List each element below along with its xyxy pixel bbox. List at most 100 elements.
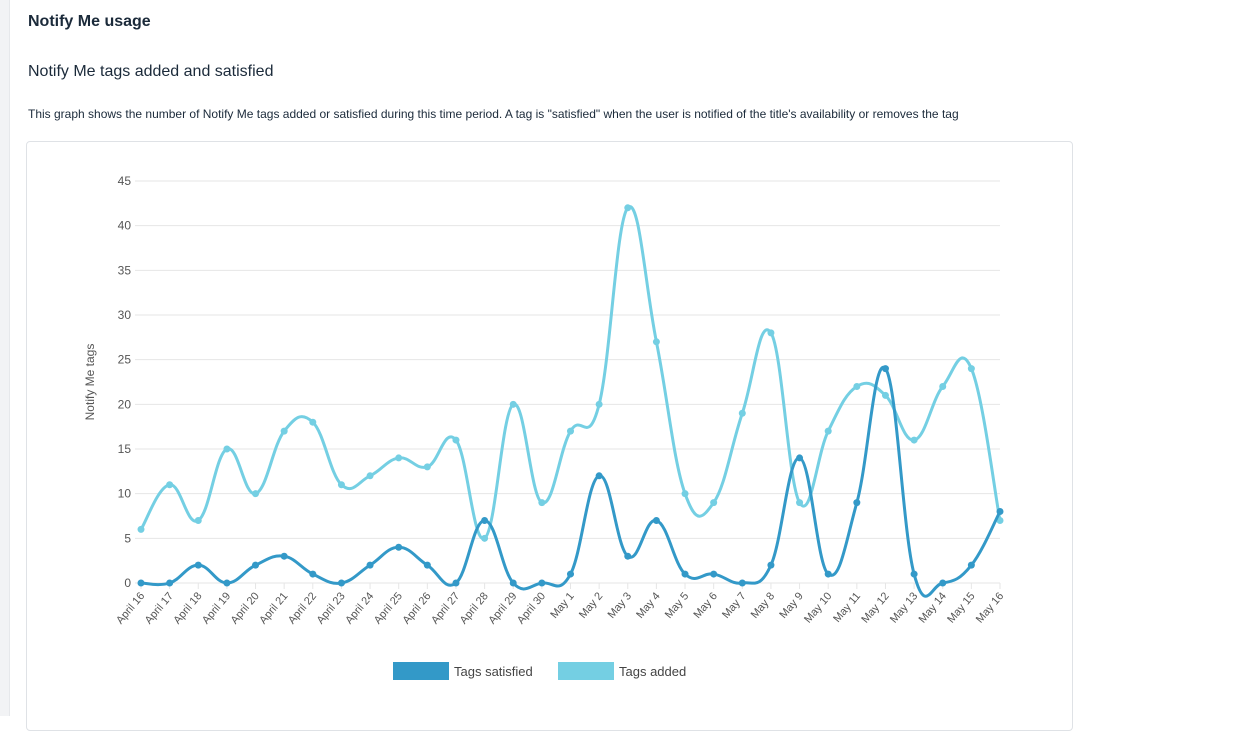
data-point bbox=[796, 499, 804, 507]
x-tick-label: May 4 bbox=[634, 590, 662, 621]
left-rule bbox=[0, 0, 10, 716]
series-line-tags-added bbox=[139, 205, 1002, 540]
x-tick-label: April 25 bbox=[372, 590, 405, 626]
series-line-tags-satisfied bbox=[140, 365, 1002, 598]
x-tick-label: May 8 bbox=[749, 590, 777, 621]
data-point bbox=[910, 570, 918, 578]
data-point bbox=[681, 570, 689, 578]
data-point bbox=[509, 579, 517, 587]
data-point bbox=[280, 427, 288, 435]
data-point bbox=[910, 436, 918, 444]
data-point bbox=[767, 329, 775, 337]
data-point bbox=[452, 579, 460, 587]
data-point bbox=[166, 481, 174, 489]
data-point bbox=[509, 400, 517, 408]
chart-description: This graph shows the number of Notify Me… bbox=[28, 107, 959, 121]
x-tick-label: April 17 bbox=[143, 590, 176, 626]
data-point bbox=[881, 391, 889, 399]
x-tick-label: April 20 bbox=[229, 590, 262, 626]
data-point bbox=[366, 561, 374, 569]
x-tick-label: May 9 bbox=[777, 590, 805, 621]
data-point bbox=[337, 481, 345, 489]
data-point bbox=[767, 561, 775, 569]
data-point bbox=[423, 561, 431, 569]
legend-swatch bbox=[558, 662, 614, 680]
y-tick-label: 15 bbox=[118, 442, 132, 456]
x-tick-label: May 13 bbox=[888, 590, 920, 625]
data-point bbox=[366, 472, 374, 480]
data-point bbox=[738, 579, 746, 587]
data-point bbox=[996, 508, 1004, 516]
data-point bbox=[967, 365, 975, 373]
data-point bbox=[595, 472, 603, 480]
x-tick-label: May 10 bbox=[802, 590, 834, 625]
data-point bbox=[652, 516, 660, 524]
data-point bbox=[280, 552, 288, 560]
data-point bbox=[252, 561, 260, 569]
x-tick-label: May 6 bbox=[692, 590, 720, 621]
x-tick-label: April 26 bbox=[400, 590, 433, 626]
data-point bbox=[738, 409, 746, 417]
data-point bbox=[395, 454, 403, 462]
data-point bbox=[881, 365, 889, 373]
y-tick-label: 45 bbox=[118, 174, 132, 188]
chart-heading: Notify Me tags added and satisfied bbox=[28, 63, 274, 80]
data-point bbox=[624, 204, 632, 212]
y-axis-label: Notify Me tags bbox=[83, 344, 97, 421]
data-point bbox=[567, 570, 574, 578]
x-tick-label: April 22 bbox=[286, 590, 319, 626]
data-point bbox=[223, 445, 231, 453]
data-point bbox=[595, 400, 603, 408]
data-point bbox=[252, 490, 260, 498]
data-point bbox=[939, 579, 947, 587]
data-point bbox=[481, 534, 489, 542]
data-point bbox=[137, 525, 145, 533]
legend-label: Tags added bbox=[619, 664, 686, 679]
data-point bbox=[681, 490, 689, 498]
y-tick-label: 5 bbox=[124, 531, 131, 545]
section-title: Notify Me usage bbox=[28, 13, 151, 30]
y-tick-label: 10 bbox=[118, 487, 132, 501]
data-point bbox=[567, 427, 574, 435]
data-point bbox=[624, 552, 632, 560]
x-tick-label: April 30 bbox=[515, 590, 548, 626]
data-point bbox=[452, 436, 460, 444]
x-tick-label: May 12 bbox=[859, 590, 891, 625]
data-point bbox=[166, 579, 174, 587]
data-point bbox=[395, 543, 403, 551]
x-tick-label: May 3 bbox=[606, 590, 634, 621]
data-point bbox=[194, 561, 202, 569]
data-point bbox=[710, 570, 718, 578]
data-point bbox=[652, 338, 660, 346]
legend-swatch bbox=[393, 662, 449, 680]
y-tick-label: 35 bbox=[118, 263, 132, 277]
x-tick-label: May 7 bbox=[720, 590, 748, 621]
data-point bbox=[223, 579, 231, 587]
data-point bbox=[796, 454, 804, 462]
x-tick-label: April 29 bbox=[486, 590, 519, 626]
x-tick-label: May 15 bbox=[945, 590, 977, 625]
data-point bbox=[853, 499, 861, 507]
y-tick-label: 20 bbox=[118, 397, 132, 411]
legend-label: Tags satisfied bbox=[454, 664, 533, 679]
x-tick-label: April 18 bbox=[171, 590, 204, 626]
x-tick-label: April 16 bbox=[114, 590, 147, 626]
data-point bbox=[538, 579, 546, 587]
y-tick-label: 0 bbox=[124, 576, 131, 590]
y-tick-label: 30 bbox=[118, 308, 132, 322]
data-point bbox=[481, 516, 489, 524]
data-point bbox=[996, 516, 1004, 524]
y-tick-label: 25 bbox=[118, 353, 132, 367]
data-point bbox=[824, 427, 832, 435]
x-tick-label: April 23 bbox=[315, 590, 348, 626]
x-tick-label: April 28 bbox=[458, 590, 491, 626]
chart-panel: 0 5 10 15 20 25 30 35 40 45 April 16 April 17 April … bbox=[26, 141, 1073, 731]
data-point bbox=[538, 499, 546, 507]
data-point bbox=[337, 579, 345, 587]
data-point bbox=[824, 570, 832, 578]
data-point bbox=[194, 516, 202, 524]
x-tick-label: April 24 bbox=[343, 590, 376, 626]
data-point bbox=[710, 499, 718, 507]
x-tick-label: May 11 bbox=[831, 590, 863, 625]
x-tick-label: April 27 bbox=[429, 590, 462, 626]
